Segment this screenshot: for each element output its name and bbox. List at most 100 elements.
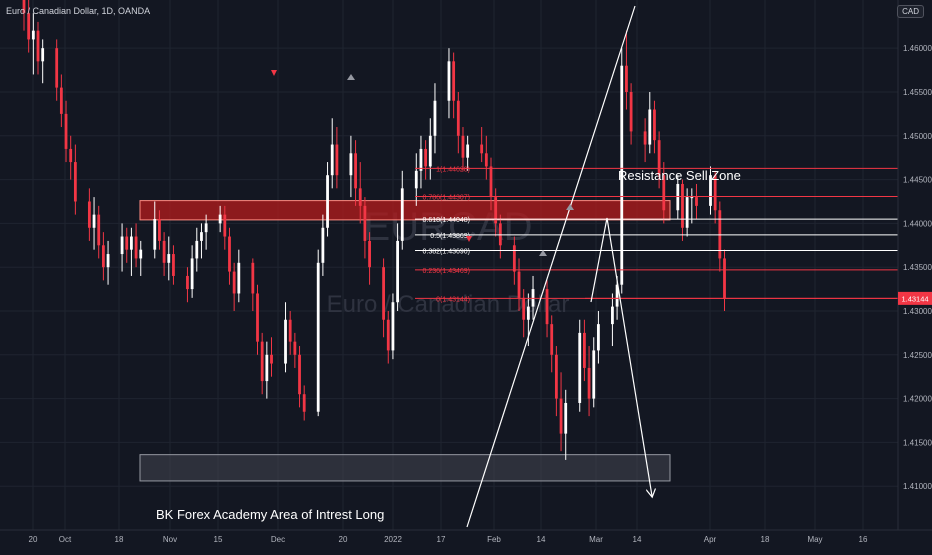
time-tick-label: 14 xyxy=(537,535,546,544)
candle-body xyxy=(321,227,325,263)
grid-lines xyxy=(0,0,898,530)
candle-body xyxy=(293,341,297,355)
price-tick-label: 1.43000 xyxy=(903,307,932,316)
candle-body xyxy=(186,275,189,290)
time-tick-label: Apr xyxy=(704,535,717,544)
candle-body xyxy=(554,354,558,399)
candle-body xyxy=(92,214,96,228)
candle-body xyxy=(526,306,530,320)
trend-line[interactable] xyxy=(466,5,636,528)
time-axis[interactable]: 20 Oct 18 Nov 15 Dec 20 2022 17 Feb 14 Mar 14 Apr 18 Ma… xyxy=(0,529,932,544)
time-tick-label: 20 xyxy=(339,535,348,544)
candle-body xyxy=(284,319,287,364)
candle-body xyxy=(713,175,717,211)
fib-level-label: 0(1.43144) xyxy=(436,296,470,303)
candle-body xyxy=(512,245,516,272)
candle-body xyxy=(251,262,255,294)
candle-body xyxy=(456,100,460,136)
candle-body xyxy=(232,271,236,294)
candle-body xyxy=(195,240,199,259)
candle-body xyxy=(153,219,157,250)
candle-body xyxy=(349,153,353,176)
candle-body xyxy=(653,109,656,141)
candle-body xyxy=(452,61,456,101)
candle-body xyxy=(447,61,451,101)
candle-body xyxy=(41,48,45,62)
candle-body xyxy=(419,148,423,171)
candle-body xyxy=(298,354,301,395)
candle-body xyxy=(330,144,334,176)
candle-body xyxy=(564,402,568,434)
signal-marker-up xyxy=(566,204,574,210)
candle-body xyxy=(550,324,554,355)
time-tick-label: 18 xyxy=(761,535,770,544)
symbol-title[interactable]: Euro / Canadian Dollar, 1D, OANDA xyxy=(6,6,151,16)
candle-body xyxy=(59,87,63,114)
candle-body xyxy=(424,148,428,167)
signal-marker-up xyxy=(347,74,355,80)
projection-path[interactable] xyxy=(590,217,652,496)
time-tick-label: Feb xyxy=(487,535,501,544)
candle-body xyxy=(237,262,241,294)
candle-body xyxy=(158,219,161,241)
candle-body xyxy=(368,240,371,268)
candle-body xyxy=(55,48,59,88)
candle-body xyxy=(723,258,726,299)
candle-body xyxy=(643,131,647,145)
candle-body xyxy=(597,324,600,351)
candle-body xyxy=(256,293,259,342)
drawings[interactable] xyxy=(271,5,652,528)
price-badge xyxy=(898,291,932,305)
currency-badge[interactable]: CAD xyxy=(897,5,924,18)
candle-body xyxy=(228,236,231,272)
candle-body xyxy=(363,205,367,241)
candle-body xyxy=(36,30,40,62)
time-tick-label: 14 xyxy=(633,535,642,544)
candle-body xyxy=(414,170,418,189)
candle-body xyxy=(335,144,339,176)
candle-body xyxy=(587,367,591,399)
candle-body xyxy=(559,398,563,434)
candle-body xyxy=(522,297,526,320)
candle-body xyxy=(97,214,101,246)
candle-body xyxy=(125,236,129,250)
candle-body xyxy=(260,341,264,382)
candle-body xyxy=(316,262,320,412)
fib-level-label: 0.618(1.44048) xyxy=(423,217,470,224)
candle-body xyxy=(620,65,624,285)
support-long-zone[interactable] xyxy=(139,454,671,482)
candle-body xyxy=(676,183,680,211)
time-tick-label: Nov xyxy=(163,535,177,544)
candle-body xyxy=(498,223,502,246)
candle-body xyxy=(265,354,269,382)
fib-level-label: 0.5(1.43869) xyxy=(430,233,470,240)
price-tick-label: 1.45000 xyxy=(903,132,932,141)
candle-body xyxy=(27,13,31,40)
price-tick-label: 1.46000 xyxy=(903,44,932,53)
candle-body xyxy=(288,319,292,342)
annotations: Resistance Sell Zone BK Forex Academy Ar… xyxy=(156,168,741,522)
candle-body xyxy=(681,183,684,228)
candle-body xyxy=(223,214,227,237)
resistance-sell-zone[interactable] xyxy=(139,200,671,221)
price-tick-label: 1.41500 xyxy=(903,438,932,447)
candle-body xyxy=(101,245,105,268)
candle-body xyxy=(685,197,689,228)
fib-level-label: 0.236(1.43469) xyxy=(423,268,470,275)
current-price-badge: 1.43144 xyxy=(898,291,932,305)
fib-level-label: 1(1.44628) xyxy=(436,166,470,173)
candle-body xyxy=(433,100,437,136)
candle-body xyxy=(662,175,666,211)
price-axis[interactable]: 1.46000 1.45500 1.45000 1.44500 1.44000 1.435… xyxy=(897,0,932,550)
fibonacci-levels[interactable]: 1(1.44628) 0.786(1.44307) 0.618(1.44048) 0.… xyxy=(415,166,898,303)
candle-body xyxy=(466,144,470,158)
candle-body xyxy=(629,91,633,132)
candle-body xyxy=(31,30,35,40)
candle-body xyxy=(494,197,498,224)
price-tick-label: 1.45500 xyxy=(903,88,932,97)
candle-body xyxy=(358,188,362,206)
signal-marker-down xyxy=(271,70,277,76)
candle-body xyxy=(134,236,138,259)
